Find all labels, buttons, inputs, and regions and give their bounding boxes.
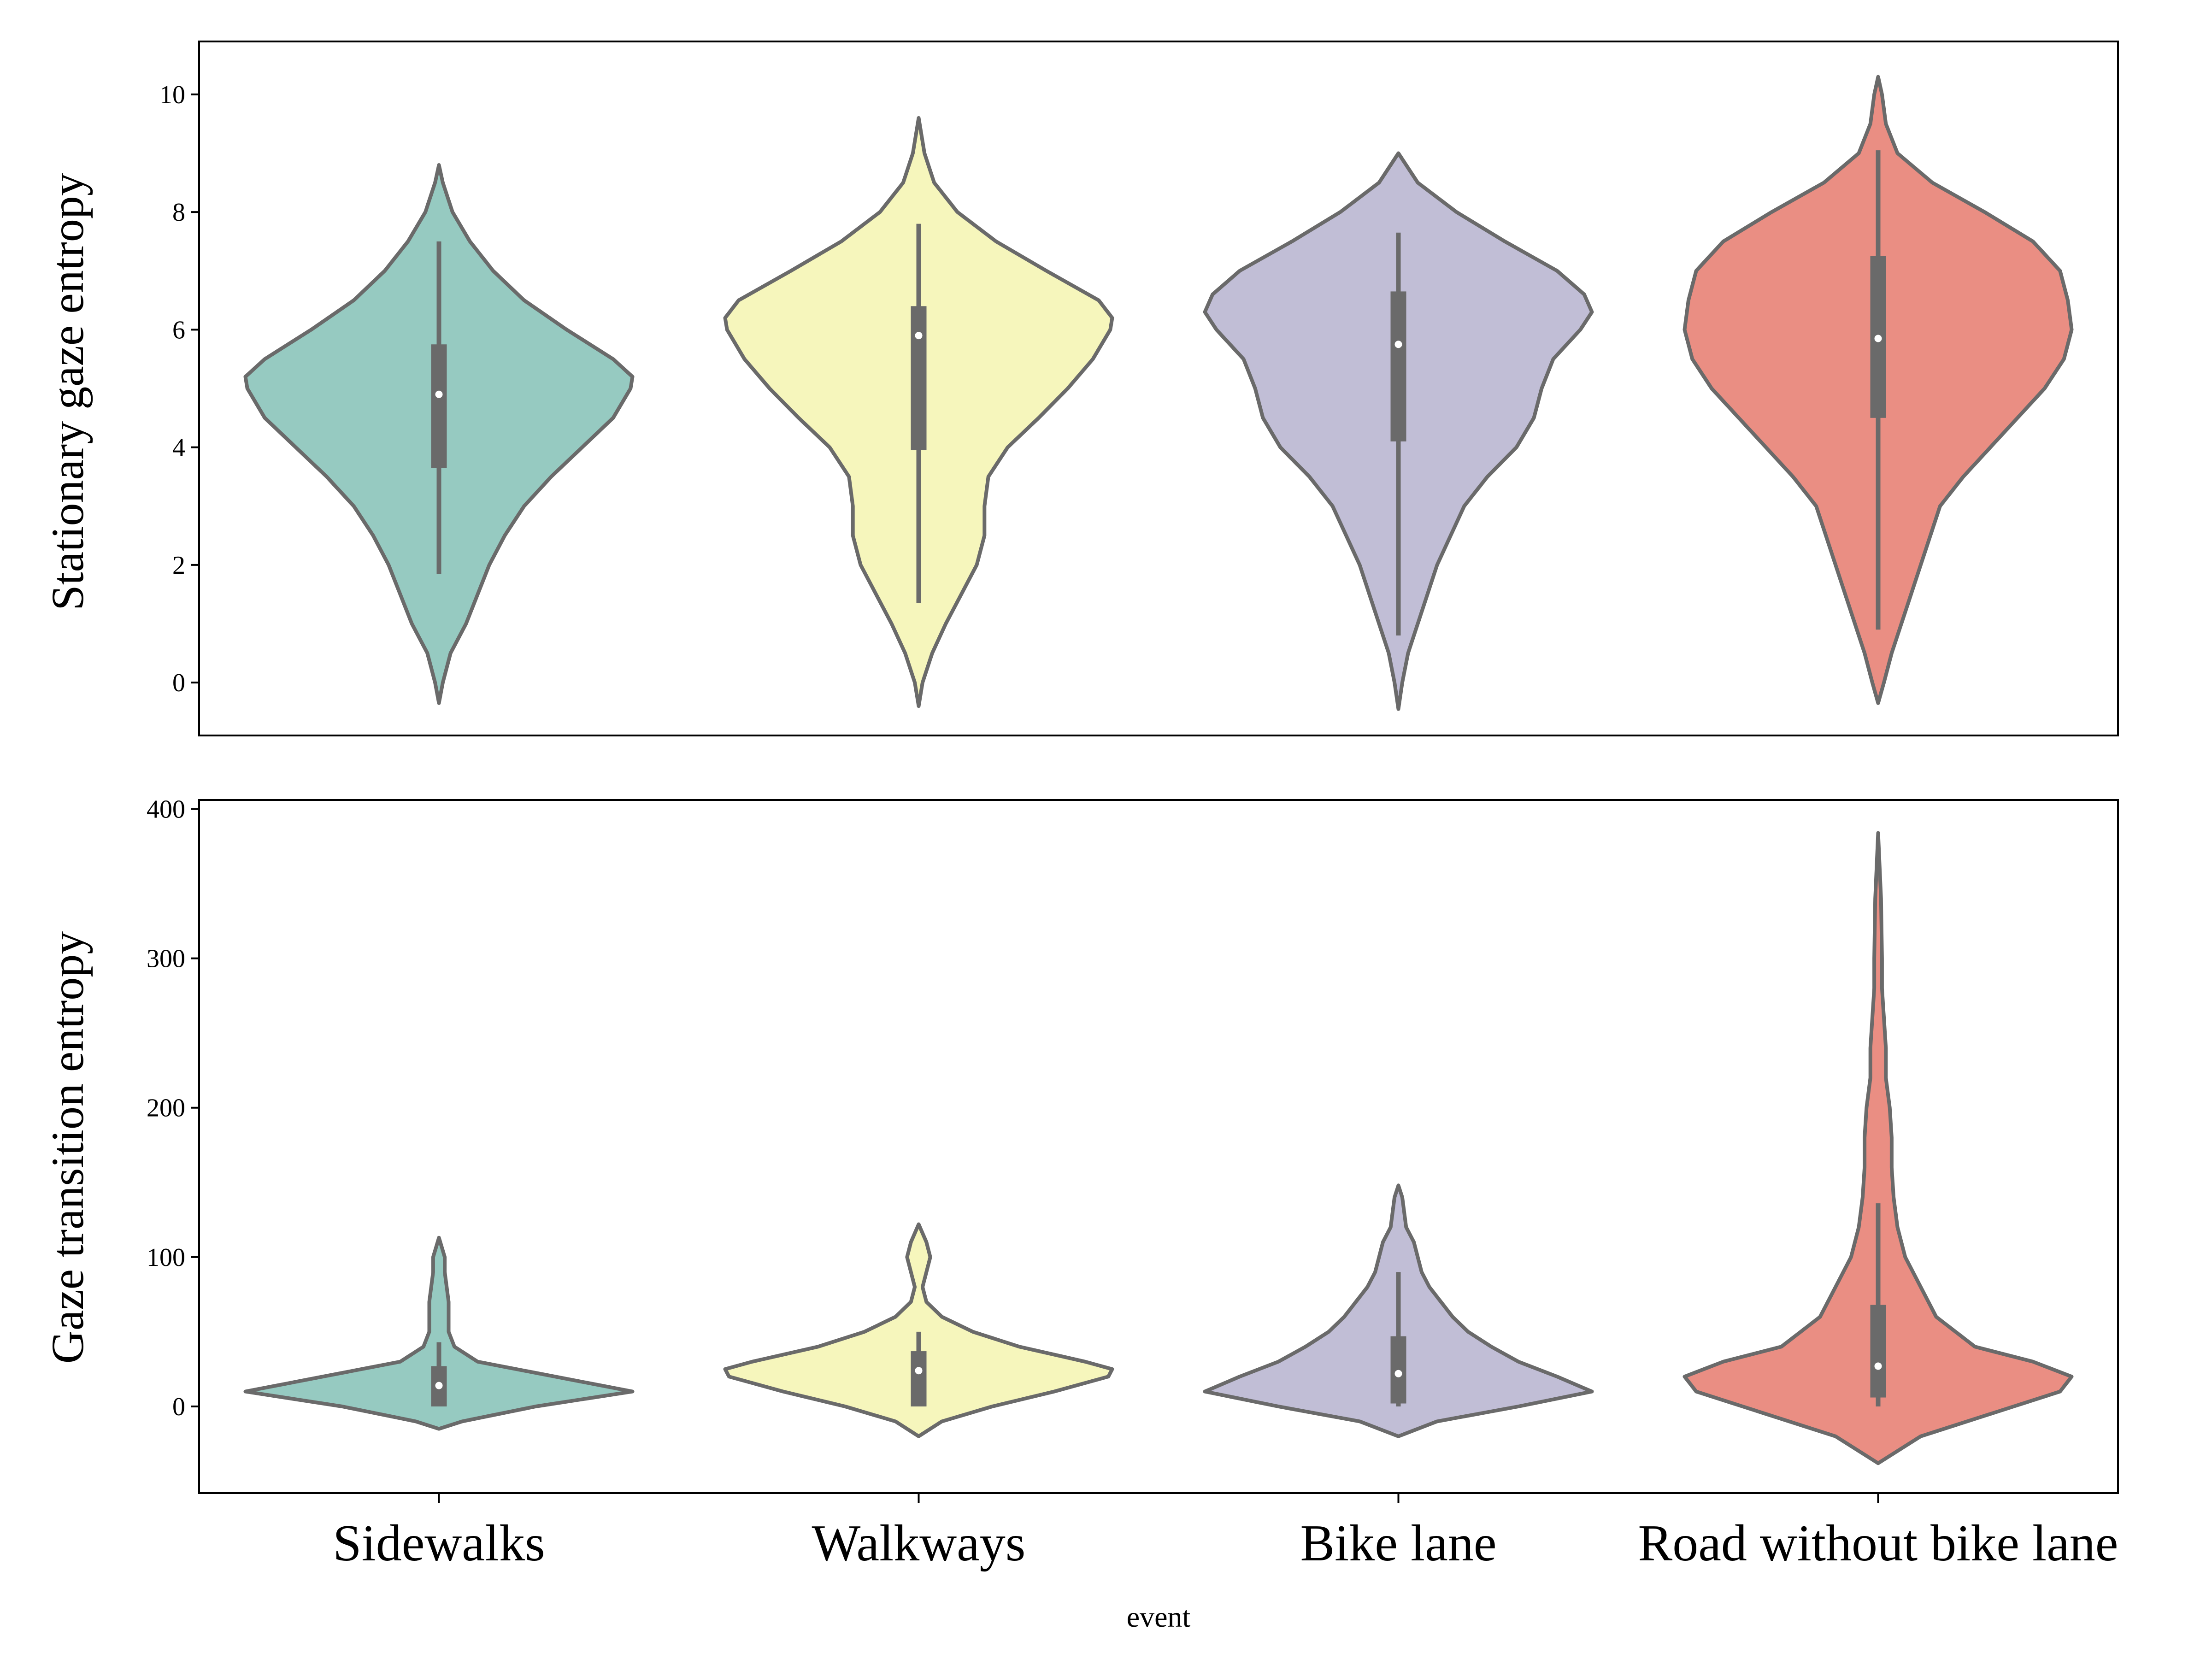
- iqr-box-walkways: [911, 306, 927, 451]
- median-point-bike-lane: [1394, 341, 1402, 348]
- median-point-sidewalks: [435, 1382, 443, 1389]
- y-axis-label-transition: Gaze transition entropy: [42, 931, 93, 1364]
- y-tick-label: 0: [172, 1393, 185, 1421]
- top-panel-stationary-entropy: 0 2 4 6 8 10: [159, 41, 2119, 736]
- y-tick-label: 2: [172, 551, 185, 580]
- iqr-box-bike-lane: [1390, 291, 1406, 441]
- y-tick-label: 200: [147, 1094, 185, 1123]
- y-tick-label: 10: [159, 81, 185, 109]
- violin-walkways: [723, 1222, 1114, 1438]
- y-axis-label-stationary: Stationary gaze entropy: [42, 173, 93, 611]
- median-point-sidewalks: [435, 390, 443, 398]
- iqr-box-bike-lane: [1390, 1336, 1406, 1404]
- x-tick-label-sidewalks: Sidewalks: [333, 1515, 545, 1572]
- violin-road-without-bike-lane: [1683, 831, 2074, 1465]
- median-point-road-without-bike-lane: [1874, 1362, 1882, 1370]
- iqr-box-sidewalks: [431, 344, 447, 468]
- y-tick-label: 6: [172, 316, 185, 344]
- bottom-panel-transition-entropy: 0 100 200 300 400 Sidewalks Walkways Bike lane R…: [147, 795, 2119, 1572]
- violin-sidewalks: [243, 1235, 635, 1431]
- y-tick-label: 8: [172, 198, 185, 227]
- y-tick-label: 100: [147, 1243, 185, 1272]
- y-tick-label: 0: [172, 669, 185, 697]
- x-tick-label-walkways: Walkways: [812, 1515, 1026, 1572]
- iqr-box-walkways: [911, 1351, 927, 1406]
- plot-frame: [198, 41, 2119, 736]
- plot-frame: [198, 799, 2119, 1494]
- iqr-box-road-without-bike-lane: [1870, 1305, 1886, 1398]
- x-axis-label: event: [1127, 1600, 1191, 1633]
- median-point-road-without-bike-lane: [1874, 335, 1882, 342]
- median-point-bike-lane: [1394, 1370, 1402, 1377]
- median-point-walkways: [915, 332, 923, 340]
- y-tick-label: 4: [172, 434, 185, 462]
- y-tick-label: 300: [147, 945, 185, 973]
- median-point-walkways: [915, 1367, 923, 1375]
- y-tick-label: 400: [147, 795, 185, 824]
- x-tick-label-bike-lane: Bike lane: [1300, 1515, 1496, 1572]
- x-tick-label-road-without-bike-lane: Road without bike lane: [1638, 1515, 2118, 1572]
